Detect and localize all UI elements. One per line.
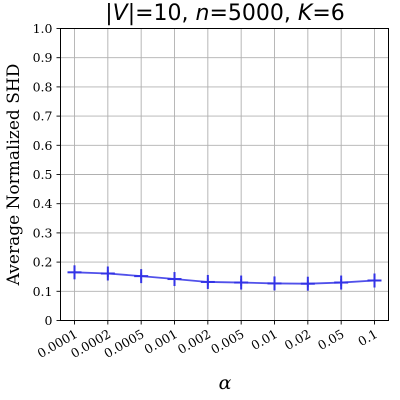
data-point <box>267 276 282 291</box>
y-tick-label: 0.4 <box>33 196 53 211</box>
y-tick-label: 0.6 <box>33 138 53 153</box>
x-tick-label: 0.1 <box>355 326 380 349</box>
y-tick-label: 0.2 <box>33 255 53 270</box>
y-axis-label: Average Normalized SHD <box>4 64 24 287</box>
x-axis-label: α <box>219 372 232 394</box>
y-tick-label: 0.5 <box>33 167 53 182</box>
y-tick-label: 0 <box>45 313 53 328</box>
y-tick-label: 0.3 <box>33 225 53 240</box>
data-point <box>367 273 382 288</box>
y-tick-label: 0.8 <box>33 79 53 94</box>
data-point <box>200 274 215 289</box>
series-line <box>74 271 375 285</box>
data-point <box>134 269 149 284</box>
chart-title: |V|=10, n=5000, K=6 <box>105 1 345 26</box>
ticks: 00.10.20.30.40.50.60.70.80.91.00.00010.0… <box>33 21 380 361</box>
y-tick-label: 0.9 <box>33 50 53 65</box>
data-point <box>100 266 115 281</box>
series-layer <box>67 265 382 291</box>
x-tick-label: 0.05 <box>315 326 347 353</box>
data-point <box>234 275 249 290</box>
x-tick-label: 0.005 <box>208 326 247 357</box>
y-tick-label: 1.0 <box>33 21 53 36</box>
data-point <box>334 275 349 290</box>
data-point <box>300 276 315 291</box>
data-point <box>167 272 182 287</box>
data-point <box>67 265 82 280</box>
x-tick-label: 0.002 <box>175 326 214 357</box>
y-tick-label: 0.1 <box>33 284 53 299</box>
plot-frame <box>60 28 389 321</box>
y-tick-label: 0.7 <box>33 109 53 124</box>
x-tick-label: 0.02 <box>282 326 314 353</box>
x-tick-label: 0.01 <box>248 326 280 353</box>
grid <box>60 28 389 321</box>
x-tick-label: 0.001 <box>141 326 180 357</box>
